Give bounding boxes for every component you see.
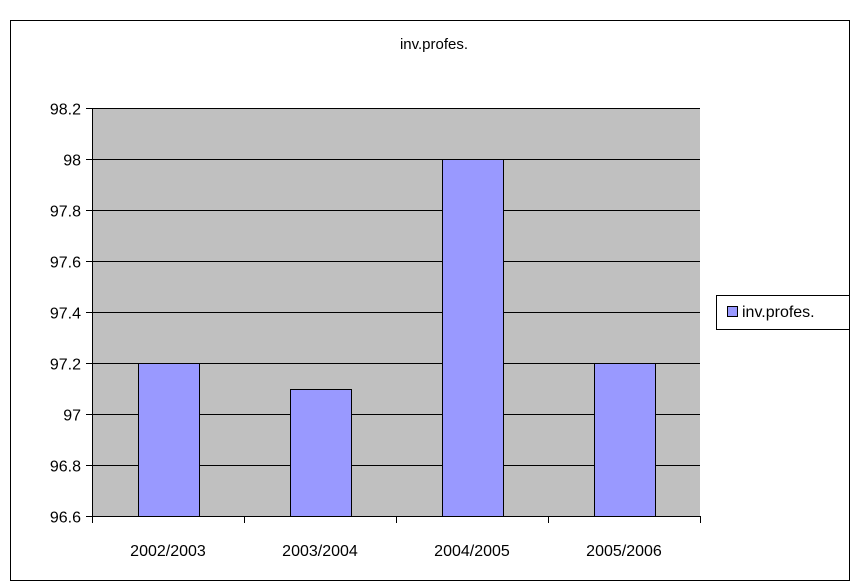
x-axis-tick-label: 2005/2006 <box>586 543 662 560</box>
bar-2003-2004 <box>290 389 352 517</box>
x-axis-tick-label: 2002/2003 <box>130 543 206 560</box>
y-axis-tick-label: 96.6 <box>50 510 81 527</box>
bar-2002-2003 <box>138 363 200 517</box>
y-axis-tick-label: 97.8 <box>50 204 81 221</box>
legend: inv.profes. <box>716 295 850 330</box>
x-axis-tick-labels: 2002/2003 2003/2004 2004/2005 2005/2006 <box>130 543 662 560</box>
axes <box>86 108 701 523</box>
y-axis-tick-label: 97.4 <box>50 306 81 323</box>
chart-title: inv.profes. <box>400 36 468 53</box>
y-axis-tick-label: 98.2 <box>50 102 81 119</box>
legend-box <box>716 295 850 330</box>
bar-2005-2006 <box>594 363 656 517</box>
x-axis-tick-label: 2004/2005 <box>434 543 510 560</box>
x-axis-tick-label: 2003/2004 <box>282 543 358 560</box>
y-axis-tick-label: 97.6 <box>50 255 81 272</box>
bars <box>138 159 656 517</box>
legend-swatch <box>727 306 738 317</box>
y-axis-tick-labels: 96.6 96.8 97 97.2 97.4 97.6 97.8 98 98.2 <box>50 102 81 527</box>
bar-2004-2005 <box>442 159 504 517</box>
y-axis-tick-label: 97.2 <box>50 357 81 374</box>
y-axis-tick-label: 96.8 <box>50 459 81 476</box>
y-axis-tick-label: 97 <box>63 408 81 425</box>
y-axis-tick-label: 98 <box>63 153 81 170</box>
legend-label: inv.profes. <box>742 304 815 321</box>
